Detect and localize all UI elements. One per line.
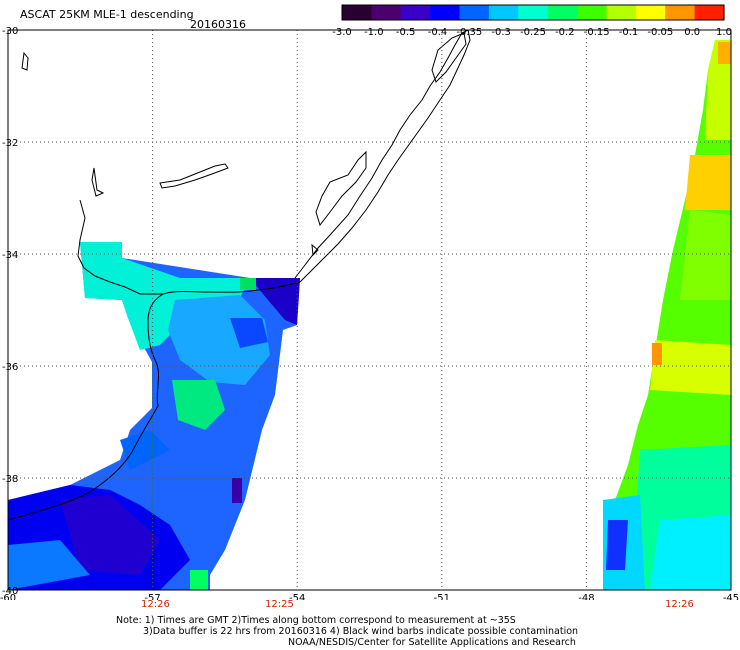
colorbar-label: -0.35 [456,27,482,38]
note-line-3: NOAA/NESDIS/Center for Satellite Applica… [288,637,576,648]
colorbar-frame [341,4,725,21]
colorbar-segment [694,5,725,20]
colorbar-segment [342,5,372,20]
longitude-label: -54 [289,593,305,600]
colorbar-segment [577,5,608,20]
note-line-1: Note: 1) Times are GMT 2)Times along bot… [116,615,516,626]
colorbar-label: -0.4 [428,27,448,38]
gridlines [8,30,731,590]
colorbar-label: -0.25 [520,27,546,38]
latitude-label: -34 [2,250,18,261]
colorbar-segment [430,5,461,20]
colorbar-segment [400,5,431,20]
latitude-label: -40 [2,586,18,597]
colorbar-label: -0.5 [396,27,416,38]
time-label-3: 12:26 [665,599,694,610]
colorbar-label: -0.2 [555,27,575,38]
longitude-label: -57 [144,593,160,600]
colorbar-label: 0.0 [684,27,700,38]
colorbar-label: -0.15 [584,27,610,38]
footnote: Note: 1) Times are GMT 2)Times along bot… [116,615,578,648]
latitude-label: -30 [2,26,18,37]
longitude-label: -48 [578,593,594,600]
colorbar-segment [665,5,696,20]
left-swath-data [8,242,300,590]
coastline [8,30,471,521]
colorbar-label: -1.0 [364,27,384,38]
latitude-labels: -30 -32 -34 -36 -38 -40 [2,26,18,597]
longitude-label: -45 [723,593,739,600]
map-plot: -30 -32 -34 -36 -38 -40 -60 -57 -54 -51 -48 -45 [0,26,739,600]
colorbar-label: 1.0 [716,27,732,38]
map-title: ASCAT 25KM MLE-1 descending [20,8,194,21]
colorbar-label: -3.0 [332,27,352,38]
latitude-label: -38 [2,474,18,485]
right-swath-data [603,40,731,590]
latitude-label: -36 [2,362,18,373]
plot-frame [7,29,732,591]
time-label-2: 12:25 [265,599,294,610]
colorbar-label: -0.3 [491,27,511,38]
longitude-label: -60 [0,593,16,600]
colorbar-label: -0.1 [619,27,639,38]
colorbar-segment [547,5,578,20]
latitude-label: -32 [2,138,18,149]
colorbar-segment [371,5,402,20]
colorbar-segment [488,5,519,20]
note-line-2: 3)Data buffer is 22 hrs from 20160316 4)… [143,626,579,637]
time-label-1: 12:26 [141,599,170,610]
longitude-label: -51 [434,593,450,600]
longitude-labels: -60 -57 -54 -51 -48 -45 [0,593,739,600]
colorbar-segment [635,5,666,20]
colorbar-segment [459,5,490,20]
colorbar: -3.0 -1.0 -0.5 -0.4 -0.35 -0.3 -0.25 -0.2 -0.15-… [332,4,732,38]
map-date: 20160316 [190,18,246,31]
colorbar-segment [606,5,637,20]
colorbar-label: -0.05 [647,27,673,38]
colorbar-segment [518,5,549,20]
